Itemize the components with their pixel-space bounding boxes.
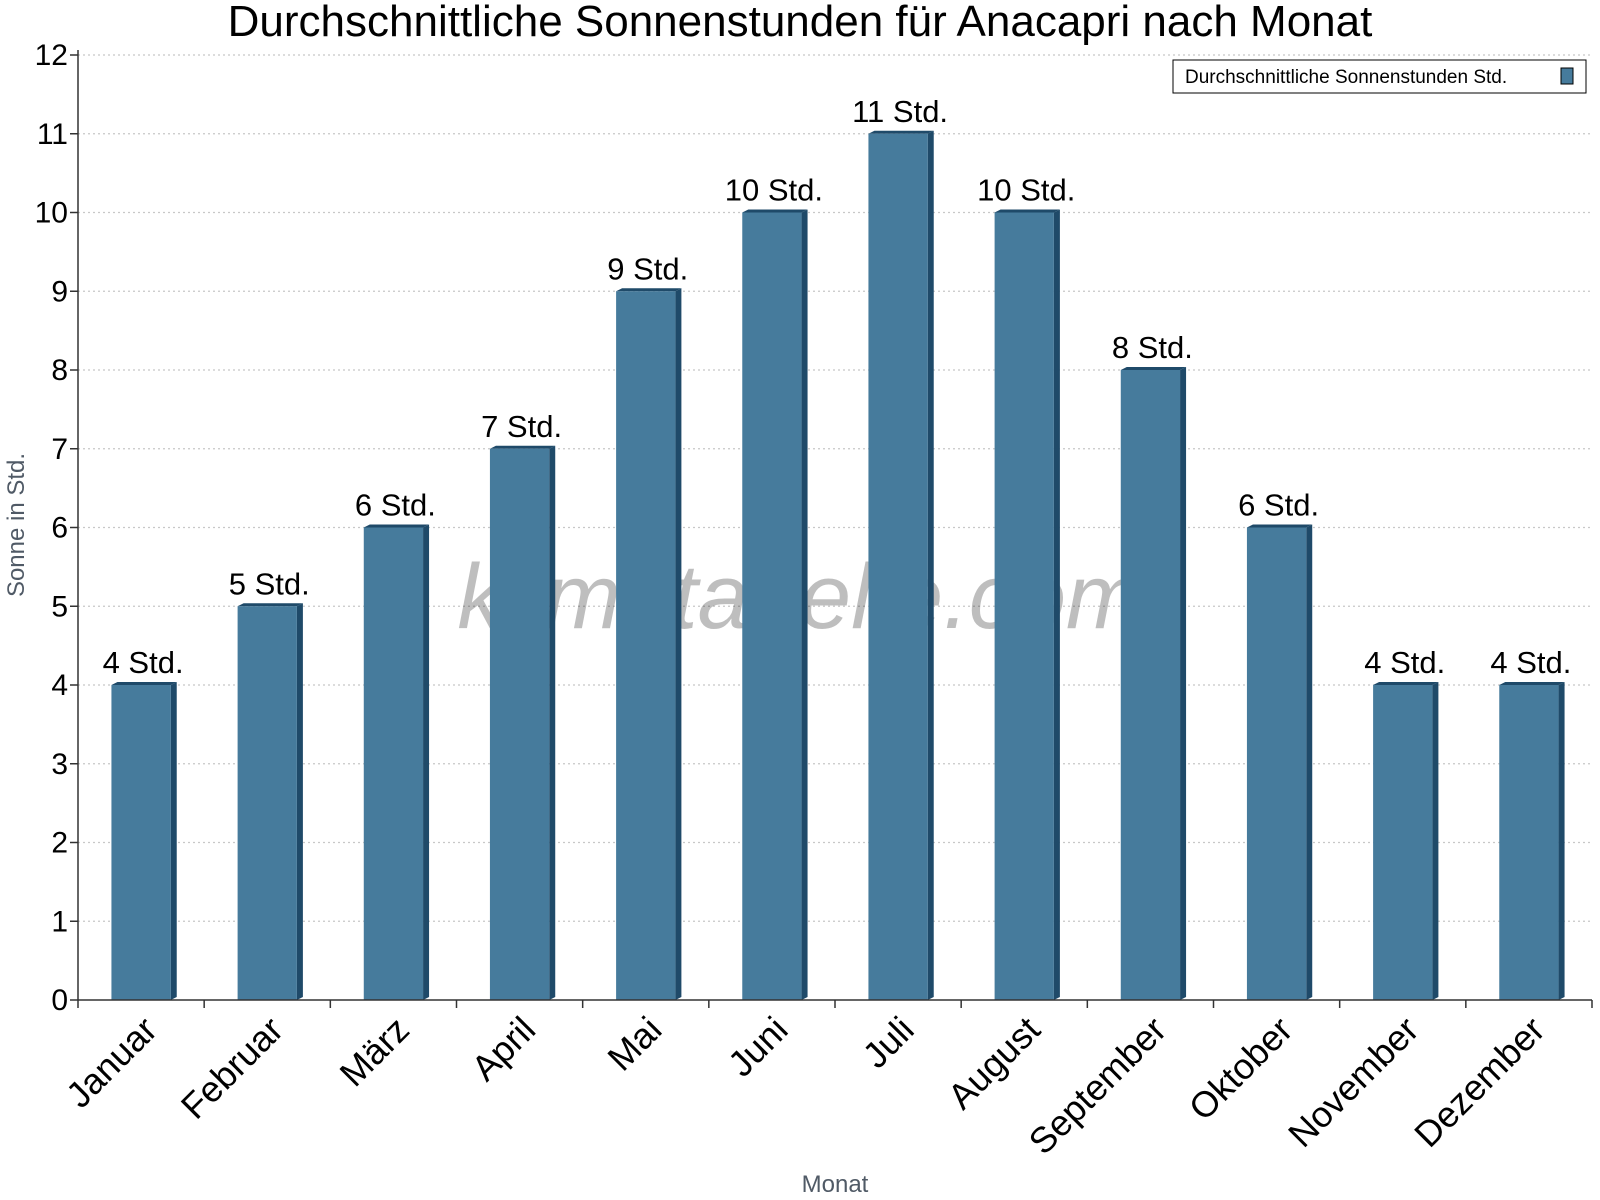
y-tick-label: 2: [51, 827, 68, 860]
chart-title: Durchschnittliche Sonnenstunden für Anac…: [228, 0, 1373, 46]
x-tick-label: Februar: [173, 1009, 291, 1127]
bar-front: [616, 291, 676, 1000]
bar-front: [868, 133, 928, 1000]
y-axis-title: Sonne in Std.: [3, 453, 30, 597]
y-tick-label: 9: [51, 275, 68, 308]
data-label: 8 Std.: [1112, 330, 1193, 365]
data-label: 10 Std.: [725, 173, 823, 208]
bar-side: [423, 524, 430, 1000]
bar-side: [1306, 524, 1313, 1000]
bar-dezember: [1499, 682, 1565, 1000]
legend: Durchschnittliche Sonnenstunden Std.: [1172, 59, 1587, 94]
bar-november: [1373, 682, 1439, 1000]
bar-oktober: [1246, 524, 1313, 1000]
bar-front: [742, 212, 802, 1000]
y-tick-label: 8: [51, 354, 68, 387]
bar-side: [1180, 367, 1187, 1000]
bar-side: [549, 445, 556, 1000]
bar-februar: [237, 603, 303, 1000]
bar-top: [1499, 682, 1565, 685]
bar-top: [489, 445, 556, 449]
bar-side: [170, 682, 177, 1000]
y-tick-label: 0: [51, 984, 68, 1017]
x-tick-label: Mai: [599, 1009, 669, 1079]
x-tick-label: Juni: [720, 1009, 796, 1085]
y-tick-label: 10: [35, 197, 68, 230]
y-tick-label: 6: [51, 512, 68, 545]
data-labels: 4 Std. 5 Std. 6 Std. 7 Std. 9 Std. 10 Std. 11 …: [103, 94, 1572, 680]
bar-top: [616, 288, 682, 292]
x-tick-label: Oktober: [1181, 1009, 1301, 1129]
legend-label: Durchschnittliche Sonnenstunden Std.: [1185, 67, 1507, 88]
bar-side: [1053, 209, 1060, 1000]
bar-september: [1120, 367, 1187, 1000]
bar-januar: [111, 682, 177, 1000]
bar-front: [1499, 685, 1559, 1000]
bar-top: [363, 524, 430, 528]
legend-box: [1172, 59, 1587, 94]
x-tick-label: April: [463, 1009, 543, 1089]
y-tick-label: 3: [51, 748, 68, 781]
bar-front: [1246, 527, 1307, 1000]
bar-mai: [616, 288, 682, 1000]
bar-front: [994, 212, 1054, 1000]
x-tick-label: Juli: [855, 1009, 922, 1076]
bar-top: [111, 682, 177, 685]
y-tick-label: 5: [51, 590, 68, 623]
bar-top: [742, 209, 808, 213]
axes: [70, 50, 1593, 1008]
data-label: 6 Std.: [1238, 488, 1319, 523]
data-label: 4 Std.: [1364, 645, 1445, 680]
bar-april: [489, 445, 556, 1000]
y-tick-label: 11: [37, 118, 68, 151]
data-label: 9 Std.: [607, 251, 688, 286]
bar-front: [237, 606, 297, 1000]
bar-august: [994, 209, 1060, 1000]
bar-top: [868, 130, 934, 134]
data-label: 6 Std.: [355, 488, 436, 523]
bar-juli: [868, 130, 934, 1000]
bar-märz: [363, 524, 430, 1000]
bar-front: [363, 527, 424, 1000]
x-tick-label: Januar: [58, 1009, 165, 1116]
bar-side: [1558, 682, 1565, 1000]
bar-front: [489, 448, 550, 1000]
y-tick-label: 1: [51, 905, 68, 938]
bars: [111, 130, 1565, 1000]
y-tick-label: 12: [35, 39, 68, 72]
grid-lines: [78, 54, 1592, 922]
x-tick-label: November: [1280, 1009, 1426, 1155]
legend-swatch: [1560, 67, 1574, 85]
bar-top: [1373, 682, 1439, 685]
data-label: 4 Std.: [1490, 645, 1571, 680]
data-label: 4 Std.: [103, 645, 184, 680]
x-tick-label: Dezember: [1406, 1009, 1552, 1155]
bar-side: [1432, 682, 1439, 1000]
data-label: 5 Std.: [229, 566, 310, 601]
bar-side: [801, 209, 808, 1000]
data-label: 11 Std.: [852, 94, 948, 129]
bar-top: [994, 209, 1060, 213]
data-label: 7 Std.: [481, 409, 562, 444]
x-tick-label: März: [332, 1009, 418, 1095]
bar-side: [675, 288, 682, 1000]
bar-front: [1120, 370, 1181, 1000]
y-tick-label: 4: [51, 669, 68, 702]
y-tick-label: 7: [51, 433, 68, 466]
x-axis-title: Monat: [802, 1171, 869, 1198]
bar-top: [1246, 524, 1313, 528]
bar-side: [296, 603, 303, 1000]
bar-top: [1120, 367, 1187, 370]
bar-top: [237, 603, 303, 607]
x-tick-label: August: [940, 1009, 1048, 1117]
bar-front: [111, 685, 171, 1000]
bar-juni: [742, 209, 808, 1000]
x-tick-labels: Januar Februar März April Mai Juni Juli AugustS…: [58, 1009, 1553, 1163]
bar-side: [927, 130, 934, 1000]
data-label: 10 Std.: [977, 173, 1075, 208]
x-tick-label: September: [1021, 1009, 1175, 1163]
bar-front: [1373, 685, 1433, 1000]
